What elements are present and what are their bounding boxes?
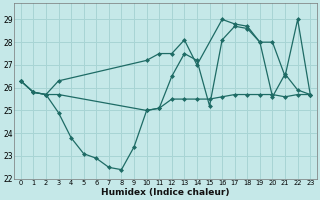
X-axis label: Humidex (Indice chaleur): Humidex (Indice chaleur) xyxy=(101,188,230,197)
